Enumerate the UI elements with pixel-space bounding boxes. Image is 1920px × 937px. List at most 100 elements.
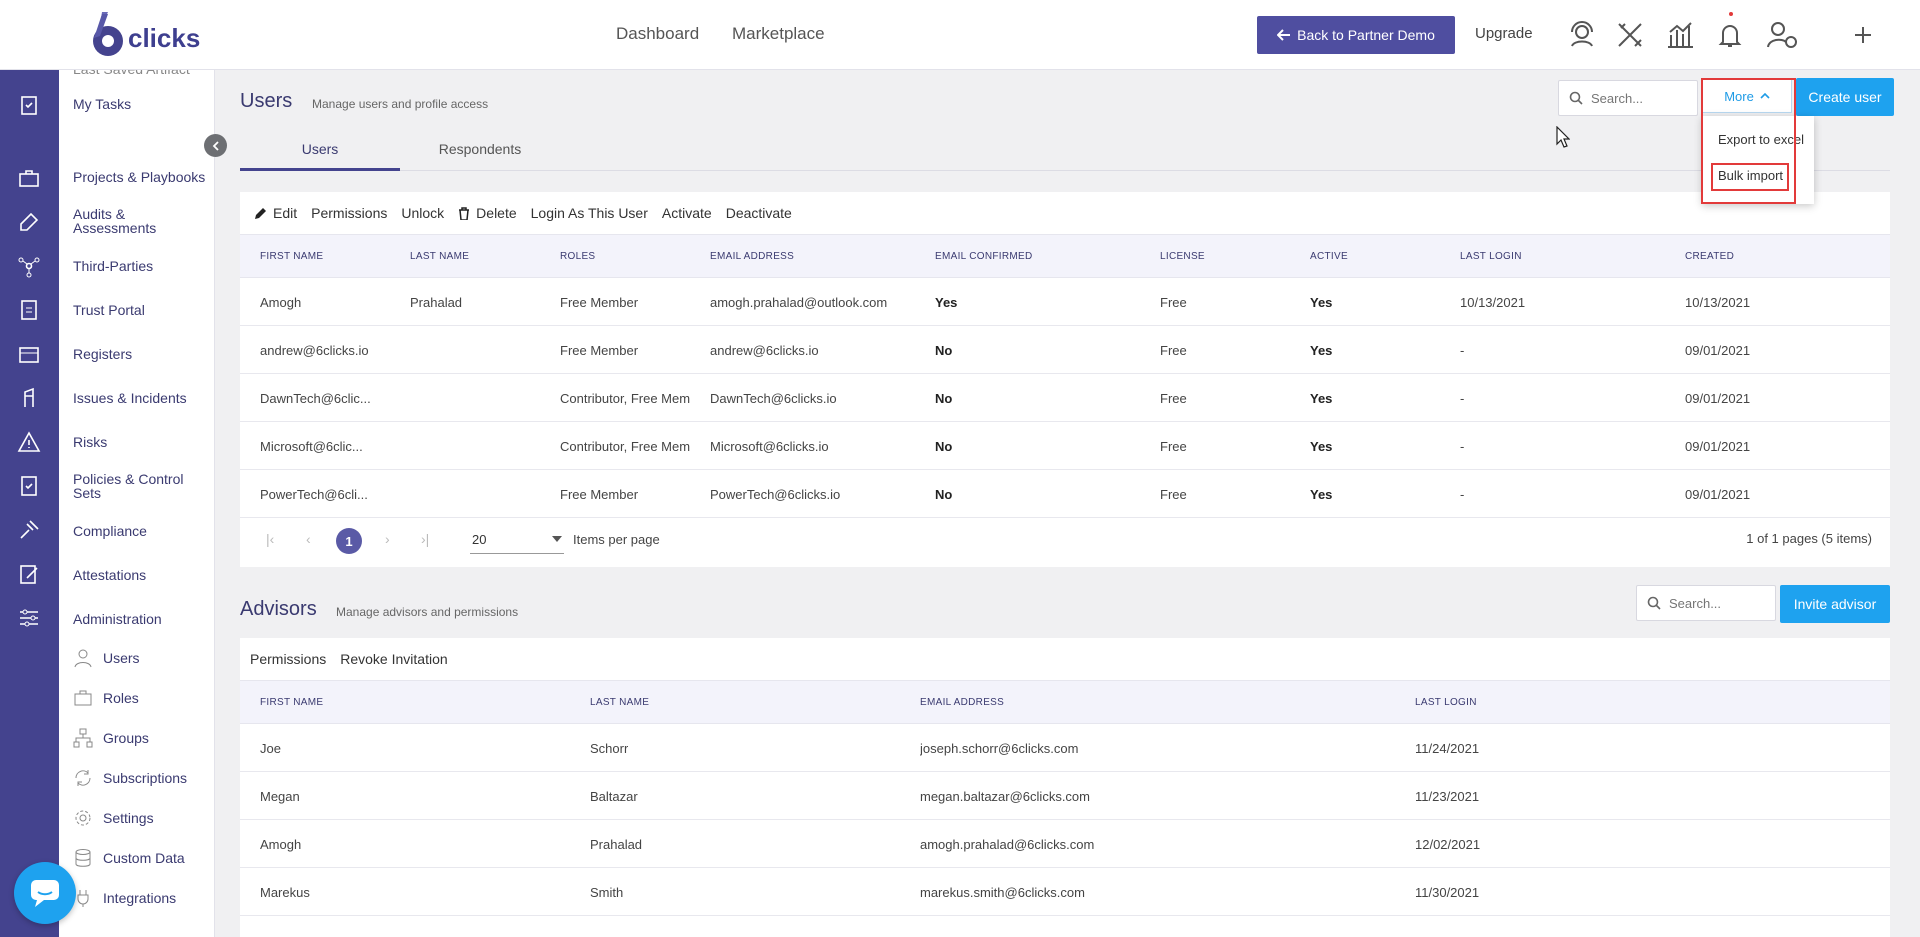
logo[interactable]: clicks [88,10,200,60]
revoke-invitation-button[interactable]: Revoke Invitation [340,651,448,667]
table-row[interactable]: Joe Schorr joseph.schorr@6clicks.com 11/24/… [240,724,1890,772]
sidebar-item-compliance[interactable]: Compliance [73,523,147,539]
task-checklist-icon[interactable] [17,93,41,117]
policy-icon[interactable] [17,474,41,498]
sidebar-item-my-tasks[interactable]: My Tasks [73,96,132,112]
permissions-button[interactable]: Permissions [311,205,388,221]
advisor-permissions-button[interactable]: Permissions [250,651,327,667]
sidebar-item-registers[interactable]: Registers [73,346,133,362]
sidebar-subitem-roles[interactable]: Roles [73,688,139,708]
incident-icon[interactable] [17,386,41,410]
chevron-left-icon [212,140,219,151]
users-search-input[interactable] [1591,90,1681,106]
analytics-icon[interactable] [1665,20,1695,50]
prev-page-icon[interactable]: ‹ [306,531,311,547]
menu-item-export-excel[interactable]: Export to excel [1718,132,1804,147]
col-email[interactable]: EMAIL ADDRESS [920,697,1005,708]
sidebar-subitem-settings[interactable]: Settings [73,808,154,828]
col-roles[interactable]: ROLES [560,251,596,262]
collapse-sidebar-button[interactable] [204,134,227,157]
edit-button[interactable]: Edit [254,205,297,221]
sidebar-subitem-label: Users [103,650,140,666]
highlight-more-box [1701,78,1796,204]
sidebar-subitem-users[interactable]: Users [73,648,140,668]
tools-icon[interactable] [1615,20,1645,50]
sidebar-item-administration[interactable]: Administration [73,611,162,627]
attestation-icon[interactable] [17,562,41,586]
col-first-name[interactable]: FIRST NAME [260,251,324,262]
user-icon [74,649,92,668]
sidebar-item-trust-portal[interactable]: Trust Portal [73,302,145,318]
table-row[interactable]: DawnTech@6clic... Contributor, Free Mem Da… [240,374,1890,422]
sidebar-item-audits[interactable]: Audits & Assessments [73,206,157,236]
user-settings-icon[interactable] [1766,20,1800,50]
tab-users[interactable]: Users [301,141,339,157]
col-email[interactable]: EMAIL ADDRESS [710,251,795,262]
sidebar-subitem-integrations[interactable]: Integrations [73,888,176,908]
table-cell: Schorr [590,741,629,756]
table-row[interactable]: PowerTech@6cli... Free Member PowerTech@6c… [240,470,1890,518]
bell-icon[interactable] [1715,20,1745,50]
support-agent-icon[interactable] [1567,20,1597,50]
plus-icon[interactable] [1848,20,1878,50]
gavel-icon[interactable] [17,518,41,542]
sidebar-item-issues[interactable]: Issues & Incidents [73,390,187,406]
upgrade-link[interactable]: Upgrade [1475,25,1533,42]
invite-advisor-button[interactable]: Invite advisor [1780,585,1890,623]
register-box-icon[interactable] [17,342,41,366]
create-user-button[interactable]: Create user [1796,78,1894,116]
tab-respondents[interactable]: Respondents [438,141,522,157]
sidebar-subitem-groups[interactable]: Groups [73,728,149,748]
table-row[interactable]: Amogh Prahalad Free Member amogh.prahalad@o… [240,278,1890,326]
table-cell: Yes [1310,295,1333,310]
table-cell: Microsoft@6clic... [260,439,363,454]
last-page-icon[interactable]: ›| [421,531,430,547]
col-license[interactable]: LICENSE [1160,251,1205,262]
sidebar-item-projects[interactable]: Projects & Playbooks [73,169,206,185]
table-row[interactable]: andrew@6clicks.io Free Member andrew@6clic… [240,326,1890,374]
menu-item-bulk-import[interactable]: Bulk import [1718,168,1784,183]
delete-button[interactable]: Delete [458,205,517,221]
col-email-confirmed[interactable]: EMAIL CONFIRMED [935,251,1033,262]
edit-icon[interactable] [17,210,41,234]
users-table-header: FIRST NAME LAST NAME ROLES EMAIL ADDRESS… [240,235,1890,278]
first-page-icon[interactable]: |‹ [266,531,275,547]
nav-dashboard[interactable]: Dashboard [616,24,700,43]
back-to-partner-demo-button[interactable]: Back to Partner Demo [1257,16,1455,54]
col-last-login[interactable]: LAST LOGIN [1415,697,1477,708]
sidebar-item-attestations[interactable]: Attestations [73,567,147,583]
table-cell: No [935,343,953,358]
table-cell: Free [1160,295,1187,310]
briefcase-icon[interactable] [17,166,41,190]
sidebar-item-third-parties[interactable]: Third-Parties [73,258,154,274]
advisors-search-input[interactable] [1669,595,1759,611]
col-active[interactable]: ACTIVE [1310,251,1348,262]
table-row[interactable]: Microsoft@6clic... Contributor, Free Mem M… [240,422,1890,470]
sidebar-item-risks[interactable]: Risks [73,434,108,450]
login-as-user-button[interactable]: Login As This User [530,205,648,221]
col-first-name[interactable]: FIRST NAME [260,697,324,708]
table-row[interactable]: Amogh Prahalad amogh.prahalad@6clicks.com 1… [240,820,1890,868]
chat-launcher-button[interactable] [14,862,76,924]
next-page-icon[interactable]: › [385,531,390,547]
sidebar-subitem-custom-data[interactable]: Custom Data [73,848,185,868]
col-last-name[interactable]: LAST NAME [410,251,470,262]
sidebar-item-policies[interactable]: Policies & Control Sets [73,471,184,501]
activate-button[interactable]: Activate [661,205,712,221]
table-row[interactable]: Marekus Smith marekus.smith@6clicks.com 11/… [240,868,1890,916]
table-row[interactable]: Megan Baltazar megan.baltazar@6clicks.com 1… [240,772,1890,820]
deactivate-button[interactable]: Deactivate [725,205,792,221]
unlock-button[interactable]: Unlock [401,205,445,221]
col-last-name[interactable]: LAST NAME [590,697,650,708]
col-created[interactable]: CREATED [1685,251,1735,262]
page-size-select[interactable]: 20 [470,526,564,554]
network-icon[interactable] [17,254,41,278]
shield-doc-icon[interactable] [17,298,41,322]
current-page-button[interactable]: 1 [336,528,362,554]
col-last-login[interactable]: LAST LOGIN [1460,251,1522,262]
table-cell: Prahalad [410,295,463,310]
sidebar-subitem-subscriptions[interactable]: Subscriptions [73,768,187,788]
nav-marketplace[interactable]: Marketplace [732,24,825,43]
warning-icon[interactable] [17,430,41,454]
sliders-icon[interactable] [17,606,41,630]
